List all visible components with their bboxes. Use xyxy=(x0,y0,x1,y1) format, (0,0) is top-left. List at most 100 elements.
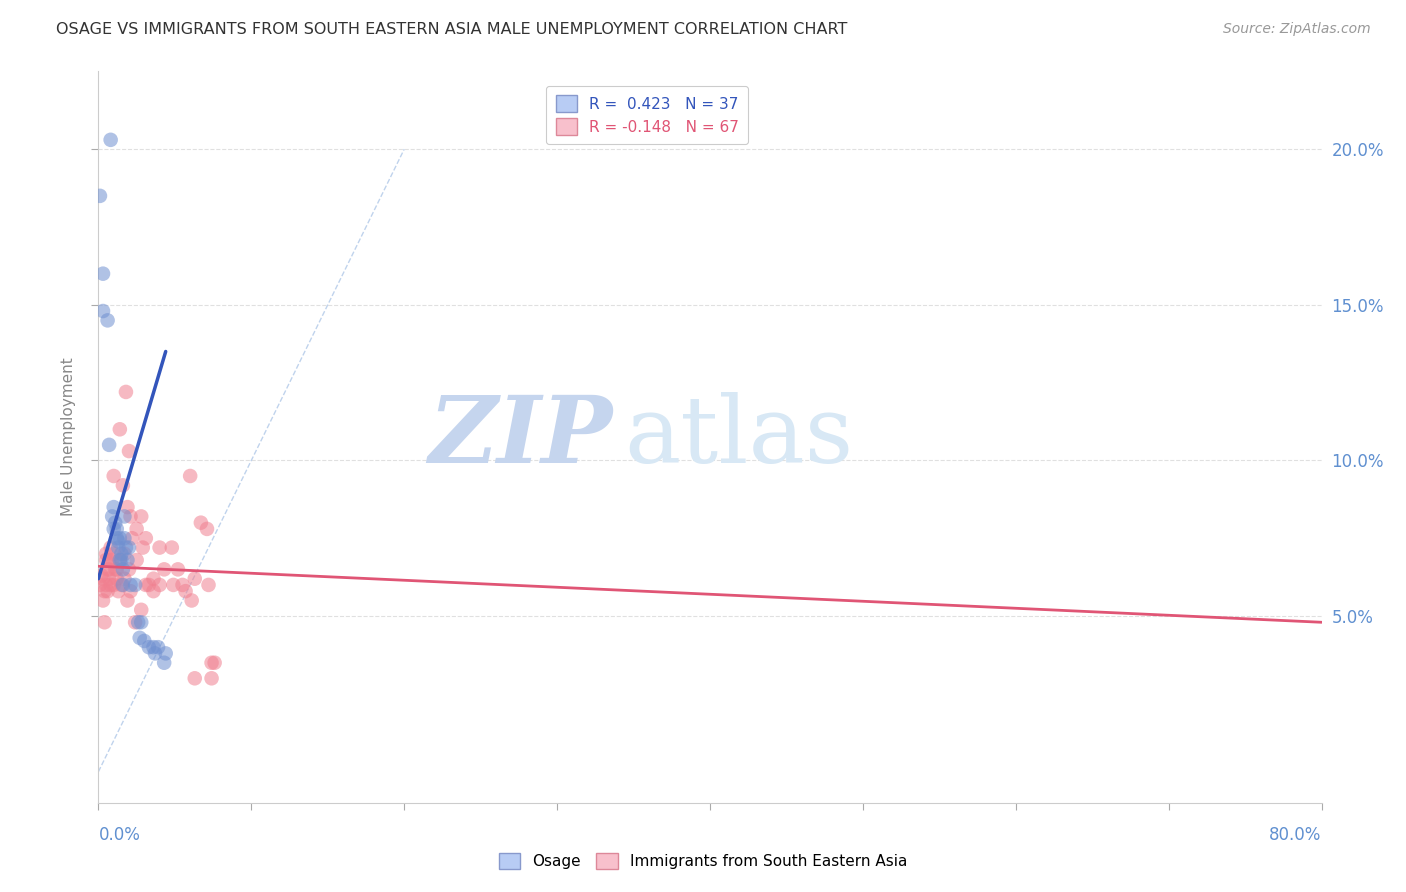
Point xyxy=(98,562,121,576)
Point xyxy=(124,578,146,592)
Point xyxy=(112,572,135,586)
Text: 0.0%: 0.0% xyxy=(98,826,141,844)
Point xyxy=(97,584,120,599)
Point xyxy=(103,578,125,592)
Point xyxy=(94,547,117,561)
Point xyxy=(160,541,183,555)
Point xyxy=(138,640,160,655)
Point xyxy=(118,562,141,576)
Point xyxy=(142,640,165,655)
Point xyxy=(94,578,117,592)
Point xyxy=(107,584,129,599)
Point xyxy=(138,578,160,592)
Point xyxy=(200,671,222,685)
Point xyxy=(125,522,148,536)
Point xyxy=(124,615,146,630)
Point xyxy=(112,547,135,561)
Text: Source: ZipAtlas.com: Source: ZipAtlas.com xyxy=(1223,22,1371,37)
Point xyxy=(120,584,142,599)
Point xyxy=(103,469,125,483)
Point xyxy=(98,438,121,452)
Point xyxy=(129,603,152,617)
Legend: R =  0.423   N = 37, R = -0.148   N = 67: R = 0.423 N = 37, R = -0.148 N = 67 xyxy=(547,87,748,145)
Point xyxy=(117,553,139,567)
Point xyxy=(101,553,124,567)
Point xyxy=(128,631,150,645)
Point xyxy=(118,444,141,458)
Point xyxy=(120,509,142,524)
Point xyxy=(89,578,111,592)
Point xyxy=(100,133,122,147)
Point xyxy=(127,615,149,630)
Point xyxy=(190,516,212,530)
Point xyxy=(129,509,152,524)
Point xyxy=(94,553,117,567)
Point xyxy=(129,615,152,630)
Point xyxy=(204,656,226,670)
Y-axis label: Male Unemployment: Male Unemployment xyxy=(60,358,76,516)
Point xyxy=(120,578,142,592)
Point xyxy=(103,500,125,515)
Point xyxy=(149,541,172,555)
Legend: Osage, Immigrants from South Eastern Asia: Osage, Immigrants from South Eastern Asi… xyxy=(492,847,914,875)
Point xyxy=(153,656,176,670)
Point xyxy=(146,640,169,655)
Point xyxy=(134,634,156,648)
Point xyxy=(172,578,194,592)
Point xyxy=(121,531,143,545)
Point xyxy=(104,562,127,576)
Point xyxy=(104,516,127,530)
Point xyxy=(115,541,138,555)
Point xyxy=(111,478,134,492)
Point xyxy=(103,522,125,536)
Point xyxy=(100,541,122,555)
Point xyxy=(153,562,176,576)
Point xyxy=(91,267,114,281)
Point xyxy=(142,572,165,586)
Point xyxy=(184,671,207,685)
Point xyxy=(107,541,129,555)
Point xyxy=(98,553,121,567)
Point xyxy=(149,578,172,592)
Point xyxy=(101,509,124,524)
Point xyxy=(108,553,131,567)
Text: 80.0%: 80.0% xyxy=(1270,826,1322,844)
Point xyxy=(97,562,120,576)
Point xyxy=(91,572,114,586)
Point xyxy=(184,572,207,586)
Text: ZIP: ZIP xyxy=(427,392,612,482)
Text: atlas: atlas xyxy=(624,392,853,482)
Point xyxy=(110,553,132,567)
Point xyxy=(108,553,131,567)
Point xyxy=(135,531,157,545)
Point xyxy=(195,522,218,536)
Point xyxy=(93,584,115,599)
Point xyxy=(108,531,131,545)
Point xyxy=(167,562,190,576)
Point xyxy=(112,531,135,545)
Point xyxy=(197,578,219,592)
Point xyxy=(90,568,112,582)
Point xyxy=(93,615,115,630)
Point xyxy=(125,553,148,567)
Point xyxy=(91,593,114,607)
Point xyxy=(105,572,128,586)
Text: OSAGE VS IMMIGRANTS FROM SOUTH EASTERN ASIA MALE UNEMPLOYMENT CORRELATION CHART: OSAGE VS IMMIGRANTS FROM SOUTH EASTERN A… xyxy=(56,22,848,37)
Point xyxy=(105,531,128,545)
Point xyxy=(98,572,121,586)
Point xyxy=(117,500,139,515)
Point xyxy=(162,578,184,592)
Point xyxy=(107,534,129,549)
Point xyxy=(105,562,128,576)
Point xyxy=(142,584,165,599)
Point xyxy=(111,562,134,576)
Point xyxy=(105,522,128,536)
Point xyxy=(135,578,157,592)
Point xyxy=(110,578,132,592)
Point xyxy=(180,593,202,607)
Point xyxy=(155,647,177,661)
Point xyxy=(117,593,139,607)
Point xyxy=(174,584,197,599)
Point xyxy=(132,541,155,555)
Point xyxy=(111,578,134,592)
